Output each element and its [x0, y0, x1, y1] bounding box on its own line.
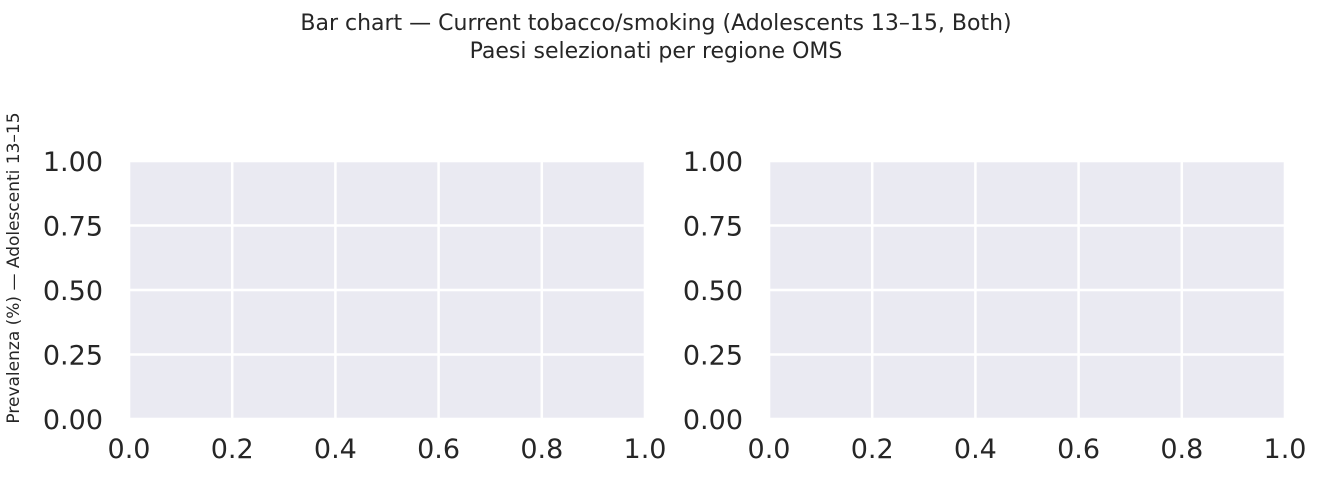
- y-tick-label-1-1: 0.25: [43, 341, 103, 372]
- y-tick-label-2-2: 0.50: [683, 276, 743, 307]
- axes-panel-1: 0.0 0.2 0.4 0.6 0.8 1.0 0.00 0.25 0.50 0.75 1.00: [43, 147, 667, 465]
- x-tick-label-2-0: 0.0: [748, 434, 791, 465]
- x-tick-label-2-1: 0.2: [851, 434, 894, 465]
- chart-title: Bar chart — Current tobacco/smoking (Ado…: [300, 11, 1012, 36]
- x-tick-label-1-1: 0.2: [211, 434, 254, 465]
- x-tick-label-1-3: 0.6: [417, 434, 460, 465]
- chart-subtitle: Paesi selezionati per regione OMS: [469, 39, 843, 64]
- x-tick-label-1-2: 0.4: [314, 434, 357, 465]
- x-tick-label-1-5: 1.0: [624, 434, 667, 465]
- x-tick-label-2-4: 0.8: [1160, 434, 1203, 465]
- y-tick-label-1-0: 0.00: [43, 405, 103, 436]
- x-tick-label-2-2: 0.4: [954, 434, 997, 465]
- y-tick-label-2-1: 0.25: [683, 341, 743, 372]
- y-tick-label-2-0: 0.00: [683, 405, 743, 436]
- y-tick-label-2-3: 0.75: [683, 212, 743, 243]
- x-tick-label-2-5: 1.0: [1264, 434, 1307, 465]
- x-tick-label-2-3: 0.6: [1057, 434, 1100, 465]
- x-tick-label-1-4: 0.8: [520, 434, 563, 465]
- axes-panel-2: 0.0 0.2 0.4 0.6 0.8 1.0 0.00 0.25 0.50 0.75 1.00: [683, 147, 1307, 465]
- y-tick-label-1-3: 0.75: [43, 212, 103, 243]
- y-tick-label-1-2: 0.50: [43, 276, 103, 307]
- x-tick-label-1-0: 0.0: [108, 434, 151, 465]
- y-tick-label-2-4: 1.00: [683, 147, 743, 178]
- chart-title-block: Bar chart — Current tobacco/smoking (Ado…: [0, 10, 1312, 66]
- y-tick-label-1-4: 1.00: [43, 147, 103, 178]
